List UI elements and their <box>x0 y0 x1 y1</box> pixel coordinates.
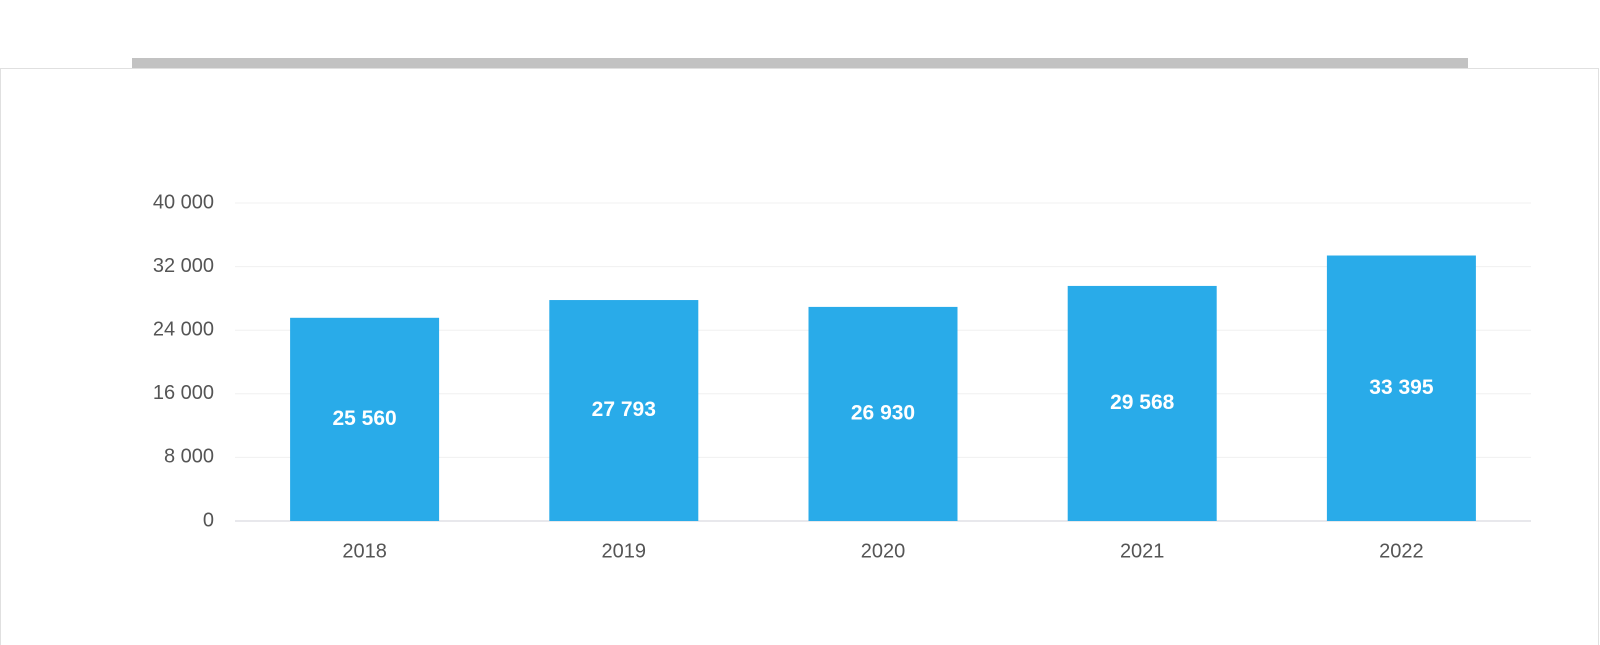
bar <box>290 317 440 521</box>
y-tick-label: 40 000 <box>153 191 214 213</box>
x-tick-label: 2021 <box>1120 540 1165 562</box>
value-label: 25 560 <box>332 407 396 430</box>
x-tick-label: 2020 <box>861 540 906 562</box>
y-tick-label: 16 000 <box>153 382 214 404</box>
x-tick-label: 2018 <box>342 540 387 562</box>
bar <box>808 306 958 521</box>
y-tick-label: 0 <box>203 509 214 531</box>
value-label: 26 930 <box>851 402 915 425</box>
y-tick-label: 24 000 <box>153 318 214 340</box>
bar <box>1067 285 1217 521</box>
value-label: 29 568 <box>1110 391 1175 414</box>
y-tick-label: 32 000 <box>153 255 214 277</box>
x-tick-label: 2022 <box>1379 540 1424 562</box>
top-bar <box>132 58 1468 68</box>
value-label: 33 395 <box>1369 376 1434 399</box>
bar <box>549 300 699 521</box>
value-label: 27 793 <box>592 398 656 421</box>
bar <box>1326 255 1476 521</box>
y-tick-label: 8 000 <box>164 446 214 468</box>
x-tick-label: 2019 <box>602 540 647 562</box>
